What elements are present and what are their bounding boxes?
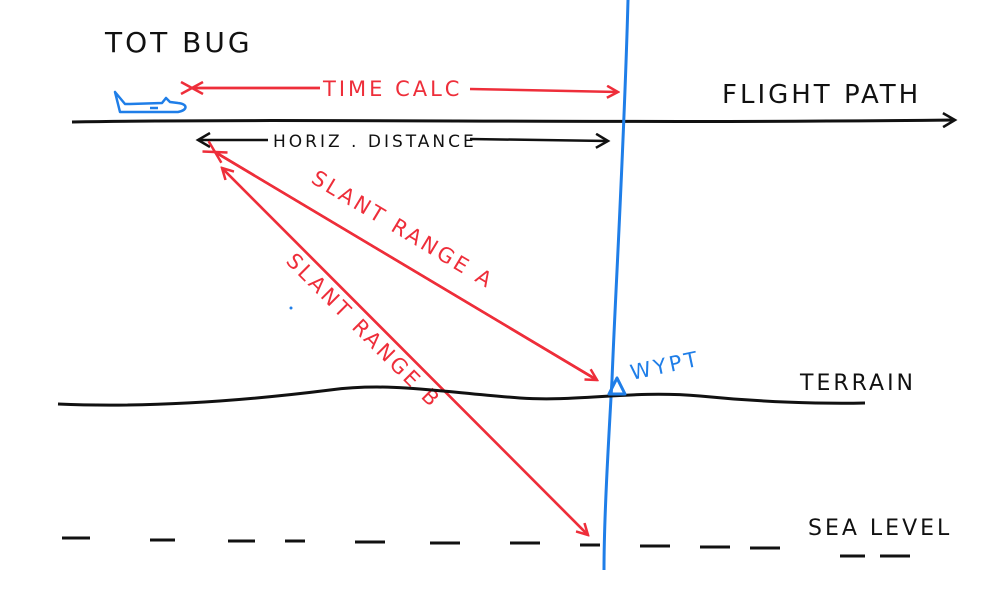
horiz-distance-arrow-right bbox=[469, 139, 608, 141]
time-calc-arrow-right bbox=[469, 89, 618, 92]
time-calc-label: TIME CALC bbox=[322, 77, 462, 101]
slant-range-a-arrowhead-end bbox=[214, 150, 597, 380]
flight-path-line bbox=[71, 120, 955, 122]
triangle-icon bbox=[607, 376, 627, 396]
airplane-icon bbox=[113, 90, 187, 114]
title: TOT BUG bbox=[104, 26, 253, 59]
slant-range-a-label: SLANT RANGE A bbox=[307, 166, 498, 294]
flight-path-label: FLIGHT PATH bbox=[722, 80, 921, 110]
waypoint-label: WYPT bbox=[628, 347, 703, 385]
stray-dot bbox=[289, 306, 293, 310]
sea-level-line bbox=[62, 536, 910, 558]
horiz-distance-label: HORIZ . DISTANCE bbox=[273, 132, 477, 152]
sea-level-label: SEA LEVEL bbox=[808, 516, 952, 541]
waypoint-vertical-line bbox=[602, 0, 630, 571]
terrain-line bbox=[57, 385, 866, 407]
terrain-label: TERRAIN bbox=[799, 371, 916, 396]
slant-range-b-arrowhead bbox=[221, 167, 588, 535]
